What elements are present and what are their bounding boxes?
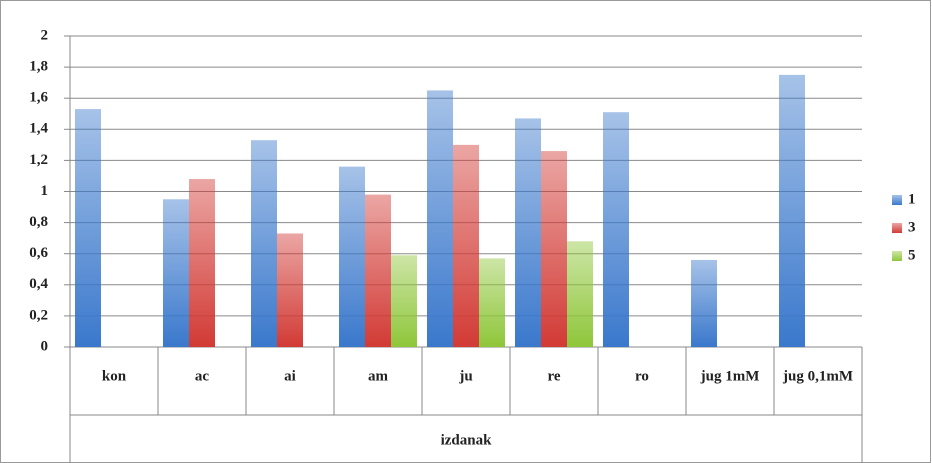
y-tick-label: 1,4 [29, 121, 48, 137]
legend-label: 1 [908, 191, 916, 207]
x-axis-label: izdanak [441, 432, 493, 448]
x-tick-label: re [547, 368, 560, 384]
legend-swatch [892, 251, 902, 261]
bar [479, 258, 505, 347]
y-tick-label: 1,6 [29, 90, 48, 106]
legend-label: 3 [908, 219, 916, 235]
bar [75, 109, 101, 348]
x-tick-label: jug 1mM [700, 368, 760, 384]
bar [189, 179, 215, 347]
y-tick-label: 0 [41, 338, 49, 354]
bar [603, 112, 629, 347]
bar [339, 166, 365, 347]
bar [251, 140, 277, 347]
y-tick-label: 2 [41, 27, 49, 43]
bar [541, 151, 567, 347]
bar [779, 74, 805, 347]
x-tick-label: ro [635, 368, 649, 384]
y-tick-label: 1 [41, 183, 49, 199]
bar [567, 241, 593, 347]
legend-swatch [892, 195, 902, 205]
bar [515, 118, 541, 347]
y-tick-label: 0,8 [29, 214, 48, 230]
x-tick-label: kon [102, 368, 127, 384]
x-tick-label: ai [284, 368, 296, 384]
bar [391, 255, 417, 347]
x-tick-label: am [368, 368, 389, 384]
bar [163, 199, 189, 347]
legend-label: 5 [908, 247, 916, 263]
x-tick-label: ju [458, 368, 472, 384]
bar [277, 233, 303, 347]
bar [453, 144, 479, 347]
y-tick-label: 0,2 [29, 307, 48, 323]
x-tick-label: jug 0,1mM [782, 368, 853, 384]
y-tick-label: 0,6 [29, 245, 48, 261]
x-tick-label: ac [195, 368, 210, 384]
bar [691, 259, 717, 347]
bar [427, 90, 453, 348]
legend-swatch [892, 223, 902, 233]
y-tick-label: 0,4 [29, 276, 48, 292]
y-tick-label: 1,8 [29, 59, 48, 75]
bar [365, 194, 391, 347]
y-tick-label: 1,2 [29, 152, 48, 168]
